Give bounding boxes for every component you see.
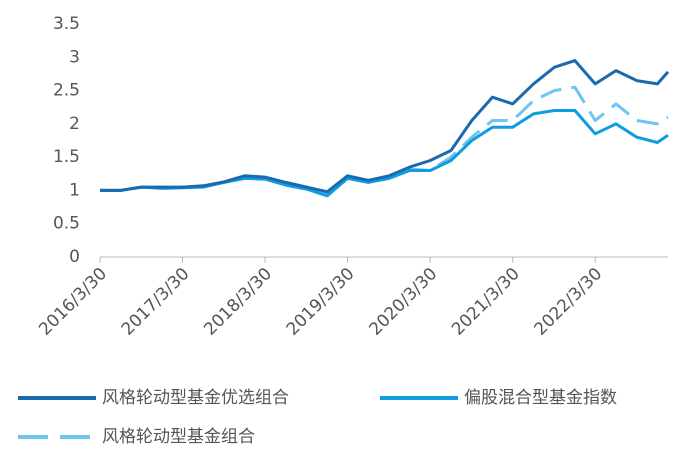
y-tick-label: 1 [69, 180, 80, 200]
x-tick-label: 2021/3/30 [448, 264, 524, 340]
y-tick-label: 0 [69, 247, 80, 267]
series-line [100, 59, 670, 194]
series-line [100, 109, 669, 198]
y-tick-label: 2.5 [53, 81, 80, 101]
y-tick-label: 3 [69, 47, 80, 67]
x-tick-label: 2022/3/30 [531, 264, 607, 340]
y-tick-label: 2 [69, 114, 80, 134]
y-tick-label: 1.5 [53, 147, 80, 167]
y-tick-label: 3.5 [53, 14, 80, 34]
x-tick-label: 2017/3/30 [118, 264, 194, 340]
x-tick-label: 2016/3/30 [35, 264, 111, 340]
x-tick-label: 2020/3/30 [366, 264, 442, 340]
x-tick-label: 2019/3/30 [283, 264, 359, 340]
y-tick-label: 0.5 [53, 214, 80, 234]
legend-label: 风格轮动型基金优选组合 [102, 388, 289, 408]
legend-label: 风格轮动型基金组合 [102, 427, 255, 447]
x-tick-label: 2018/3/30 [200, 264, 276, 340]
legend-label: 偏股混合型基金指数 [464, 388, 617, 408]
